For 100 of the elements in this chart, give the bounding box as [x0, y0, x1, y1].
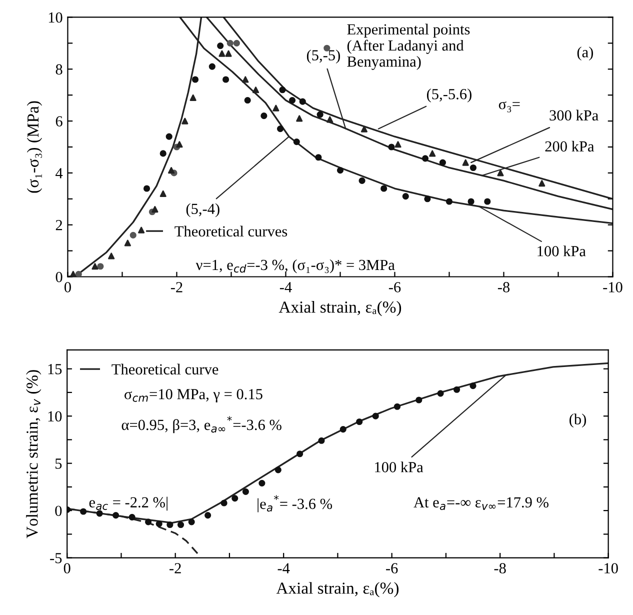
point: [358, 177, 366, 184]
point: [258, 480, 266, 486]
y-axis-title: Volumetric strain, ε$_{v}$ (%): [26, 370, 42, 538]
point: [232, 494, 238, 502]
annotation: e$_{ac}$ = -2.2 %|: [89, 496, 168, 511]
annotation: 100 kPa: [375, 462, 424, 472]
point: [437, 390, 444, 397]
y-tick-label: 4: [56, 168, 63, 178]
point: [439, 159, 446, 166]
point: [192, 76, 199, 83]
point: [143, 185, 150, 192]
x-axis-title: Axial strain, εₐ(%): [276, 582, 399, 598]
point: [446, 198, 453, 205]
point: [130, 232, 136, 239]
annotation: (5,-5): [306, 50, 340, 64]
point: [453, 386, 460, 393]
point: [356, 418, 363, 426]
annotation: At e$_{a}$=-∞ ε$_{v∞}$=17.9 %: [414, 497, 548, 510]
point: [242, 488, 249, 495]
point: [96, 510, 103, 517]
y-axis-title: (σ₁-σ₃) (MPa): [26, 101, 42, 193]
point: [424, 196, 431, 202]
point: [296, 115, 303, 122]
point: [388, 144, 395, 150]
point: [318, 437, 325, 444]
point: [80, 508, 87, 515]
point: [168, 167, 175, 174]
x-tick-label: -8: [498, 282, 510, 292]
x-tick-label: -2: [170, 282, 182, 292]
point: [422, 155, 429, 162]
point: [394, 141, 402, 148]
point: [92, 263, 98, 270]
point: [372, 412, 379, 420]
y-tick-label: 10: [48, 411, 62, 422]
point: [204, 512, 212, 519]
y-tick-label: 6: [56, 116, 62, 126]
point: [128, 514, 136, 520]
point: [260, 112, 268, 120]
x-tick-label: -10: [598, 563, 618, 574]
point: [470, 382, 476, 390]
y-tick-label: -5: [50, 553, 62, 564]
point: [225, 50, 232, 57]
point: [176, 141, 183, 148]
point: [276, 126, 284, 132]
annotation: 100 kPa: [538, 246, 586, 256]
annotation: σ$_{cm}$=10 MPa, γ = 0.15: [124, 388, 262, 402]
point: [380, 185, 388, 192]
annotation: (5,-5.6): [426, 88, 472, 102]
annotation: σ₃=: [498, 101, 520, 112]
point: [138, 226, 145, 234]
point: [244, 96, 251, 104]
y-tick-label: 10: [48, 12, 62, 23]
legend-label: Theoretical curves: [174, 226, 288, 237]
point: [360, 126, 368, 132]
x-tick-label: -8: [494, 563, 506, 574]
point: [160, 150, 166, 157]
point: [97, 263, 104, 270]
point: [402, 193, 409, 200]
point: [144, 518, 152, 526]
x-tick-label: -4: [278, 563, 290, 574]
y-tick-label: 8: [56, 64, 62, 75]
point: [470, 164, 477, 172]
point: [288, 96, 296, 104]
annotation: (a): [577, 46, 593, 60]
x-tick-label: -4: [280, 282, 292, 292]
point: [152, 206, 158, 213]
point: [299, 98, 306, 105]
x-tick-label: 0: [64, 563, 70, 574]
point: [182, 118, 188, 124]
point: [336, 167, 344, 174]
annotation: 300 kPa: [550, 110, 598, 121]
annotation: (5,-4): [186, 203, 220, 218]
point: [272, 104, 280, 112]
point: [166, 521, 174, 528]
point: [208, 63, 216, 70]
point: [112, 512, 120, 519]
x-tick-label: -2: [170, 563, 181, 574]
annotation: (b): [570, 414, 586, 428]
point: [462, 159, 469, 166]
point: [252, 86, 260, 94]
point: [468, 198, 474, 205]
point: [279, 86, 286, 94]
point: [340, 426, 346, 433]
point: [166, 133, 172, 140]
point: [315, 154, 322, 161]
annotation: α=0.95, β=3, e$_{a∞}$$^{*}$=-3.6 %: [122, 416, 282, 434]
point: [293, 138, 300, 146]
point: [108, 252, 115, 260]
y-tick-label: 0: [56, 272, 62, 282]
x-tick-label: 0: [64, 282, 71, 292]
x-tick-label: -10: [603, 282, 622, 292]
point: [429, 150, 436, 157]
y-tick-label: 0: [55, 506, 62, 516]
annotation: ν=1, e$_{cd}$=-3 %, (σ₁-σ₃)* = 3MPa: [196, 259, 395, 274]
y-tick-label: 5: [55, 458, 62, 469]
point: [326, 116, 334, 123]
point: [124, 240, 131, 246]
annotation: |e$_{a}$$^{*}$= -3.6 %: [258, 495, 332, 512]
y-tick-label: 2: [56, 220, 62, 230]
point: [233, 40, 240, 46]
